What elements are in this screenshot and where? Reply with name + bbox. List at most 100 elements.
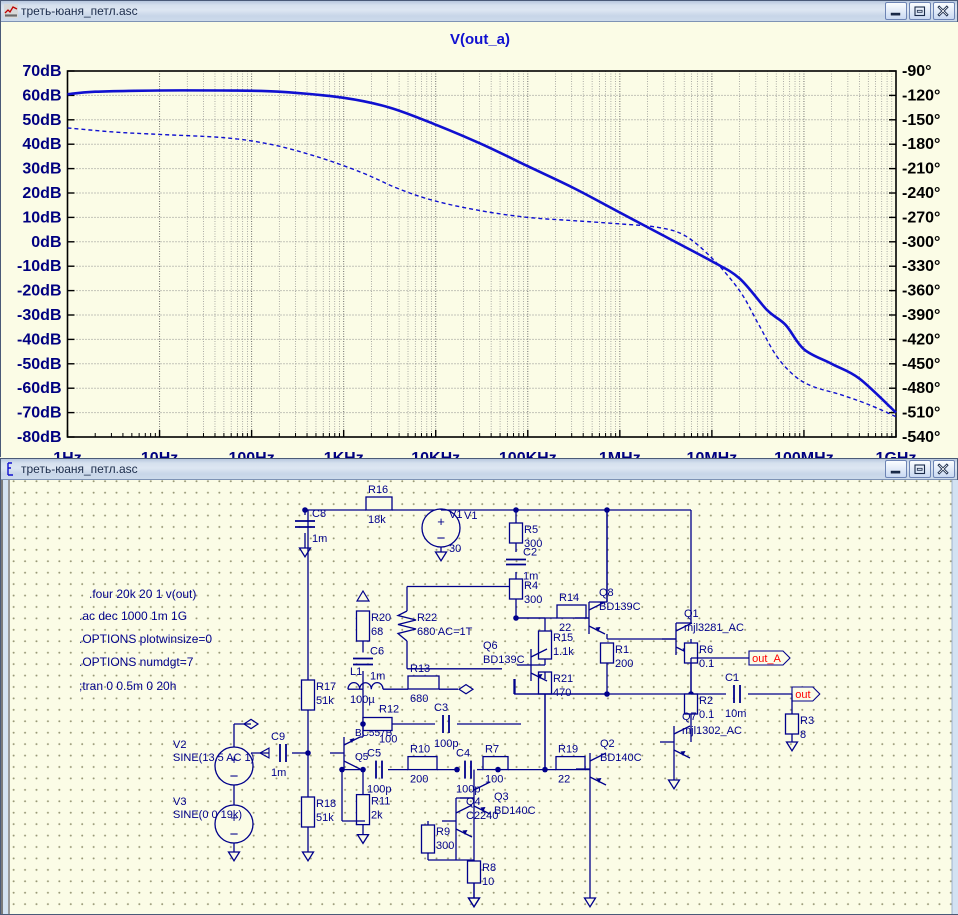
- svg-text:20dB: 20dB: [22, 185, 61, 202]
- svg-text:60dB: 60dB: [22, 87, 61, 104]
- svg-text:1KHz: 1KHz: [324, 450, 364, 458]
- svg-text:680: 680: [410, 693, 428, 705]
- svg-text:R18: R18: [316, 798, 336, 810]
- svg-text:R6: R6: [699, 644, 713, 656]
- svg-text:-240°: -240°: [902, 185, 940, 202]
- svg-text:mjl1302_AC: mjl1302_AC: [682, 725, 742, 737]
- svg-text:1m: 1m: [271, 767, 286, 779]
- svg-text:SINE(0 0 19k): SINE(0 0 19k): [173, 809, 242, 821]
- svg-text:-270°: -270°: [902, 209, 940, 226]
- svg-text:-300°: -300°: [902, 234, 940, 251]
- svg-text:10Hz: 10Hz: [141, 450, 178, 458]
- svg-text:1m: 1m: [312, 533, 327, 545]
- svg-text:−: −: [230, 768, 239, 785]
- svg-text:-30dB: -30dB: [17, 307, 61, 324]
- svg-text:2k: 2k: [371, 810, 383, 822]
- svg-text:R8: R8: [482, 862, 496, 874]
- svg-text:18k: 18k: [368, 514, 386, 526]
- svg-text:-480°: -480°: [902, 380, 940, 397]
- svg-text:R22: R22: [417, 612, 437, 624]
- svg-text:R1: R1: [615, 644, 629, 656]
- svg-text:C3: C3: [434, 702, 448, 714]
- svg-text:SINE(13.5 AC 1): SINE(13.5 AC 1): [173, 752, 254, 764]
- svg-text:Q7: Q7: [682, 711, 697, 723]
- svg-text:40dB: 40dB: [22, 136, 61, 153]
- svg-text:-510°: -510°: [902, 405, 940, 422]
- svg-text:300: 300: [436, 840, 454, 852]
- svg-text:68: 68: [371, 626, 383, 638]
- svg-text:-80dB: -80dB: [17, 429, 61, 446]
- svg-text:-120°: -120°: [902, 87, 940, 104]
- svg-text:10: 10: [482, 876, 494, 888]
- svg-text:BD140C: BD140C: [600, 752, 642, 764]
- svg-text:R14: R14: [559, 592, 579, 604]
- svg-text:10dB: 10dB: [22, 209, 61, 226]
- svg-text:0dB: 0dB: [31, 234, 61, 251]
- svg-text:-50dB: -50dB: [17, 356, 61, 373]
- svg-text:R19: R19: [558, 744, 578, 756]
- svg-text:100p: 100p: [367, 784, 391, 796]
- svg-text:100Hz: 100Hz: [228, 450, 274, 458]
- svg-text:R21: R21: [553, 673, 573, 685]
- svg-text:C2240: C2240: [466, 810, 498, 822]
- svg-text:mjl3281_AC: mjl3281_AC: [684, 622, 744, 634]
- svg-text:50dB: 50dB: [22, 112, 61, 129]
- svg-text:R5: R5: [524, 524, 538, 536]
- svg-text:V(out_a): V(out_a): [450, 31, 510, 48]
- svg-text:;tran 0 0.5m 0 20h: ;tran 0 0.5m 0 20h: [79, 679, 176, 693]
- svg-text:100p: 100p: [456, 784, 480, 796]
- svg-text:.ac dec 1000 1m 1G: .ac dec 1000 1m 1G: [79, 609, 187, 623]
- svg-text:V2: V2: [173, 739, 186, 751]
- svg-text:Q6: Q6: [483, 640, 498, 652]
- svg-text:51k: 51k: [316, 812, 334, 824]
- svg-text:C9: C9: [271, 731, 285, 743]
- svg-text:C5: C5: [367, 748, 381, 760]
- svg-text:out: out: [795, 689, 810, 701]
- svg-text:-450°: -450°: [902, 356, 940, 373]
- svg-text:30: 30: [449, 543, 461, 555]
- svg-text:R2: R2: [699, 695, 713, 707]
- svg-text:8: 8: [800, 729, 806, 741]
- svg-text:Q3: Q3: [494, 791, 509, 803]
- svg-text:-540°: -540°: [902, 429, 940, 446]
- svg-text:V3: V3: [173, 796, 186, 808]
- svg-text:-360°: -360°: [902, 283, 940, 300]
- svg-text:C4: C4: [456, 748, 470, 760]
- svg-text:10m: 10m: [725, 708, 746, 720]
- svg-text:10MHz: 10MHz: [687, 450, 738, 458]
- svg-text:1GHz: 1GHz: [876, 450, 917, 458]
- svg-text:-390°: -390°: [902, 307, 940, 324]
- svg-text:100: 100: [379, 734, 397, 746]
- svg-text:1m: 1m: [370, 671, 385, 683]
- svg-text:1.1k: 1.1k: [553, 646, 574, 658]
- svg-text:R3: R3: [800, 715, 814, 727]
- svg-text:22: 22: [558, 774, 570, 786]
- svg-text:−: −: [437, 530, 446, 547]
- svg-text:Q2: Q2: [600, 738, 615, 750]
- svg-text:-40dB: -40dB: [17, 331, 61, 348]
- svg-text:-10dB: -10dB: [17, 258, 61, 275]
- svg-text:+: +: [437, 514, 445, 529]
- svg-text:.four 20k 20 1 v(out): .four 20k 20 1 v(out): [89, 587, 196, 601]
- svg-text:-210°: -210°: [902, 161, 940, 178]
- svg-text:-180°: -180°: [902, 136, 940, 153]
- svg-text:-70dB: -70dB: [17, 405, 61, 422]
- svg-text:470: 470: [553, 687, 571, 699]
- svg-text:V1: V1: [449, 509, 462, 521]
- svg-text:C2: C2: [523, 547, 537, 559]
- svg-text:BD140C: BD140C: [494, 805, 536, 817]
- svg-text:L1: L1: [350, 666, 362, 678]
- svg-text:-420°: -420°: [902, 331, 940, 348]
- svg-text:0.1: 0.1: [699, 709, 714, 721]
- svg-text:.OPTIONS numdgt=7: .OPTIONS numdgt=7: [79, 655, 194, 669]
- svg-text:-20dB: -20dB: [17, 283, 61, 300]
- svg-text:.OPTIONS plotwinsize=0: .OPTIONS plotwinsize=0: [79, 632, 212, 646]
- svg-text:30dB: 30dB: [22, 161, 61, 178]
- svg-text:-150°: -150°: [902, 112, 940, 129]
- svg-text:R4: R4: [524, 580, 538, 592]
- svg-text:200: 200: [615, 658, 633, 670]
- svg-text:R7: R7: [485, 744, 499, 756]
- svg-text:Q8: Q8: [599, 587, 614, 599]
- svg-text:R16: R16: [368, 484, 388, 496]
- svg-text:-90°: -90°: [902, 63, 932, 80]
